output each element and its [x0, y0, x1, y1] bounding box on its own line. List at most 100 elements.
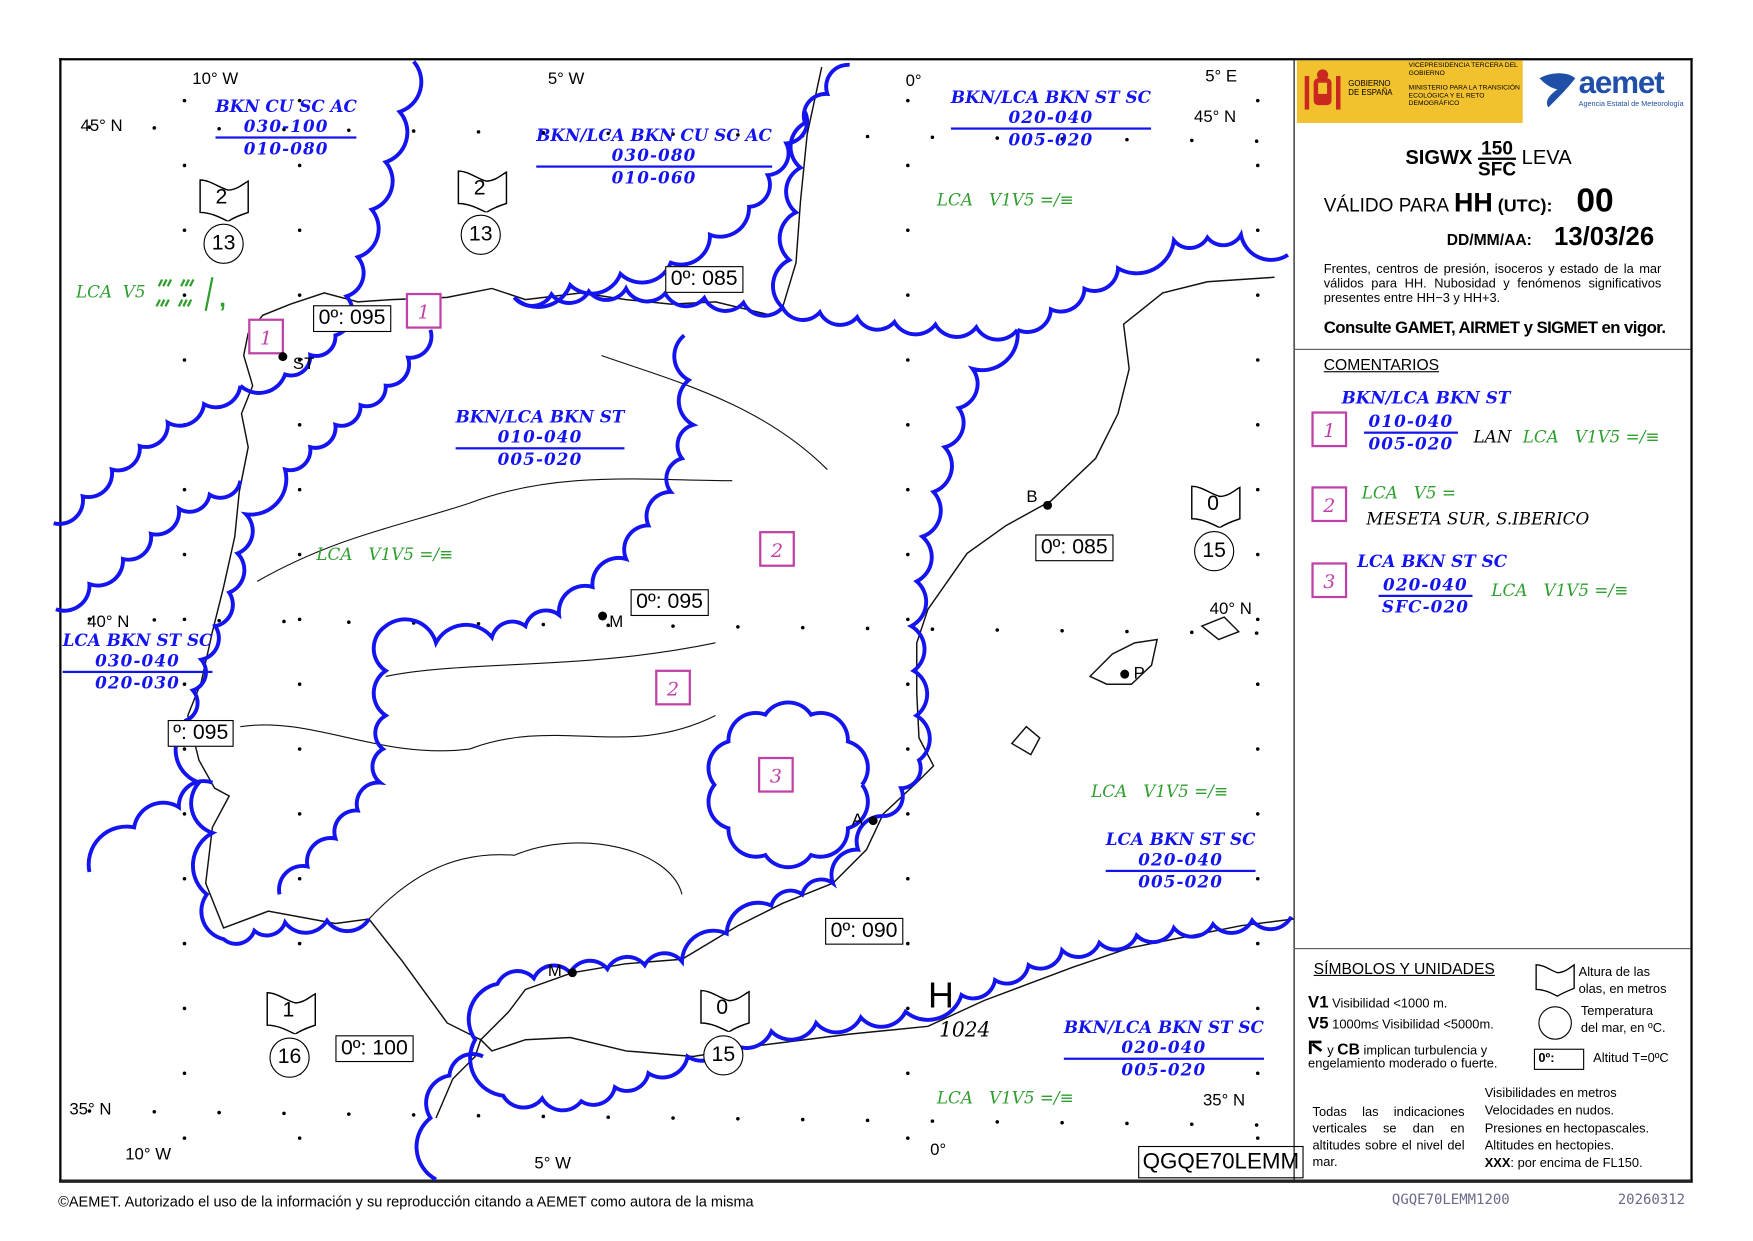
lat-label: 40° N [87, 612, 130, 632]
lon-label: 5° W [534, 1153, 571, 1173]
graticule-dot [182, 747, 187, 751]
freezing-level-box: 0º: 090 [825, 917, 904, 945]
cloud-label: LCA BKN ST SC 020-040 005-020 [1105, 829, 1256, 893]
sea-temperature-circle: 15 [1194, 531, 1235, 572]
graticule-dot [282, 1111, 286, 1116]
wave-flag-icon [1535, 963, 1575, 997]
comment-visibility: LCA V5 = [1361, 482, 1456, 504]
graticule-dot [1255, 552, 1260, 557]
sea-temp-circle-icon [1538, 1006, 1572, 1040]
freezing-level-box: 0º: 100 [335, 1035, 414, 1063]
drizzle-icon: , [155, 277, 226, 312]
graticule-dot [1060, 628, 1064, 633]
lat-label: 45° N [80, 116, 123, 136]
lat-label: 40° N [1209, 599, 1252, 619]
freezing-level-box: º: 095 [167, 719, 234, 747]
area-marker: 2 [759, 531, 795, 567]
graticule-dot [217, 618, 221, 623]
graticule-dot [1060, 137, 1064, 141]
lat-label: 35° N [1202, 1091, 1246, 1111]
graticule-dot [297, 163, 302, 168]
graticule-dot [87, 125, 92, 129]
date-value: 13/03/26 [1554, 221, 1655, 251]
graticule-dot [906, 941, 910, 946]
river [368, 842, 683, 920]
graticule-dot [1189, 1122, 1194, 1127]
bulletin-id: QGQE70LEMM [1138, 1145, 1304, 1179]
units-line: Altitudes en hectopies. [1484, 1139, 1615, 1153]
area-marker: 3 [758, 756, 794, 793]
cloud-boundary [1016, 229, 1290, 334]
graticule-dot [906, 423, 910, 427]
graticule-dot [182, 1006, 187, 1011]
units-line: Velocidades en nudos. [1484, 1104, 1615, 1118]
station-label: P [1133, 664, 1145, 684]
graticule-dot [906, 1006, 910, 1011]
graticule-dot [1255, 747, 1260, 751]
graticule-dot [606, 1115, 610, 1120]
units-xxx: XXX: por encima de FL150. [1484, 1157, 1643, 1171]
graticule-dot [930, 627, 935, 632]
divider [1293, 948, 1691, 950]
comment-visibility: LCA V1V5 =/≡ [1491, 580, 1629, 601]
graticule-dot [736, 625, 740, 629]
cloud-boundary [706, 700, 870, 870]
turbulence-icon [1308, 1040, 1323, 1055]
drizzle-label: LCA V5 [76, 281, 146, 302]
graticule-dot [671, 132, 675, 136]
lon-label: 5° W [547, 69, 585, 89]
graticule-dot [182, 228, 187, 233]
graticule-dot [1254, 139, 1259, 143]
graticule-dot [1255, 228, 1260, 233]
lon-label: 10° W [192, 69, 239, 89]
graticule-dot [182, 358, 187, 362]
graticule-dot [995, 628, 1000, 632]
freezing-box-icon: 0º: [1533, 1048, 1585, 1070]
comment-marker: 3 [1311, 562, 1348, 599]
comment-heights: 020-040 SFC-020 [1378, 575, 1473, 617]
footer-date: 20260312 [1617, 1190, 1686, 1208]
station-label: ST [292, 354, 315, 374]
station-dot [1043, 500, 1053, 510]
freezing-level-box: 0º: 085 [665, 266, 744, 293]
graticule-dot [930, 135, 935, 140]
pressure-value: 1024 [939, 1018, 991, 1042]
graticule-dot [541, 130, 546, 135]
graticule-dot [671, 624, 675, 628]
graticule-dot [152, 618, 157, 622]
lat-label: 45° N [1194, 107, 1237, 127]
aemet-logo: aemet [1578, 64, 1665, 100]
consult-note: Consulte GAMET, AIRMET y SIGMET en vigor… [1323, 318, 1666, 338]
station-dot [868, 816, 878, 826]
graticule-dot [347, 1112, 351, 1116]
comments-title: COMENTARIOS [1323, 355, 1440, 374]
units-line: Visibilidades en metros [1484, 1086, 1617, 1101]
graticule-dot [297, 98, 302, 103]
graticule-dot [906, 1136, 910, 1140]
graticule-dot [297, 423, 302, 427]
cloud-boundary [414, 1052, 484, 1182]
graticule-dot [1060, 1120, 1064, 1125]
station-dot [1120, 669, 1130, 679]
graticule-dot [541, 622, 546, 627]
mallorca [1088, 638, 1159, 685]
station-dot [278, 352, 288, 362]
lat-label: 35° N [69, 1100, 112, 1120]
cloud-boundary [53, 385, 243, 526]
copyright: ©AEMET. Autorizado el uso de la informac… [58, 1192, 754, 1210]
wave-height-flag: 2 [199, 179, 249, 223]
station-label: A [851, 810, 864, 830]
graticule-dot [1254, 1123, 1259, 1127]
graticule-dot [1255, 617, 1260, 622]
cloud-label: BKN/LCA BKN ST 010-040 005-020 [455, 406, 625, 470]
graticule-dot [182, 617, 187, 622]
legend-turbulence: y CB implican turbulencia y [1308, 1040, 1487, 1058]
graticule-dot [906, 1071, 910, 1076]
comment-extra: LAN [1473, 427, 1512, 448]
graticule-dot [182, 1071, 187, 1076]
graticule-dot [906, 747, 910, 751]
validity: VÁLIDO PARA HH (UTC): [1323, 187, 1553, 219]
lon-label: 0° [905, 71, 922, 91]
graticule-dot [476, 621, 481, 626]
